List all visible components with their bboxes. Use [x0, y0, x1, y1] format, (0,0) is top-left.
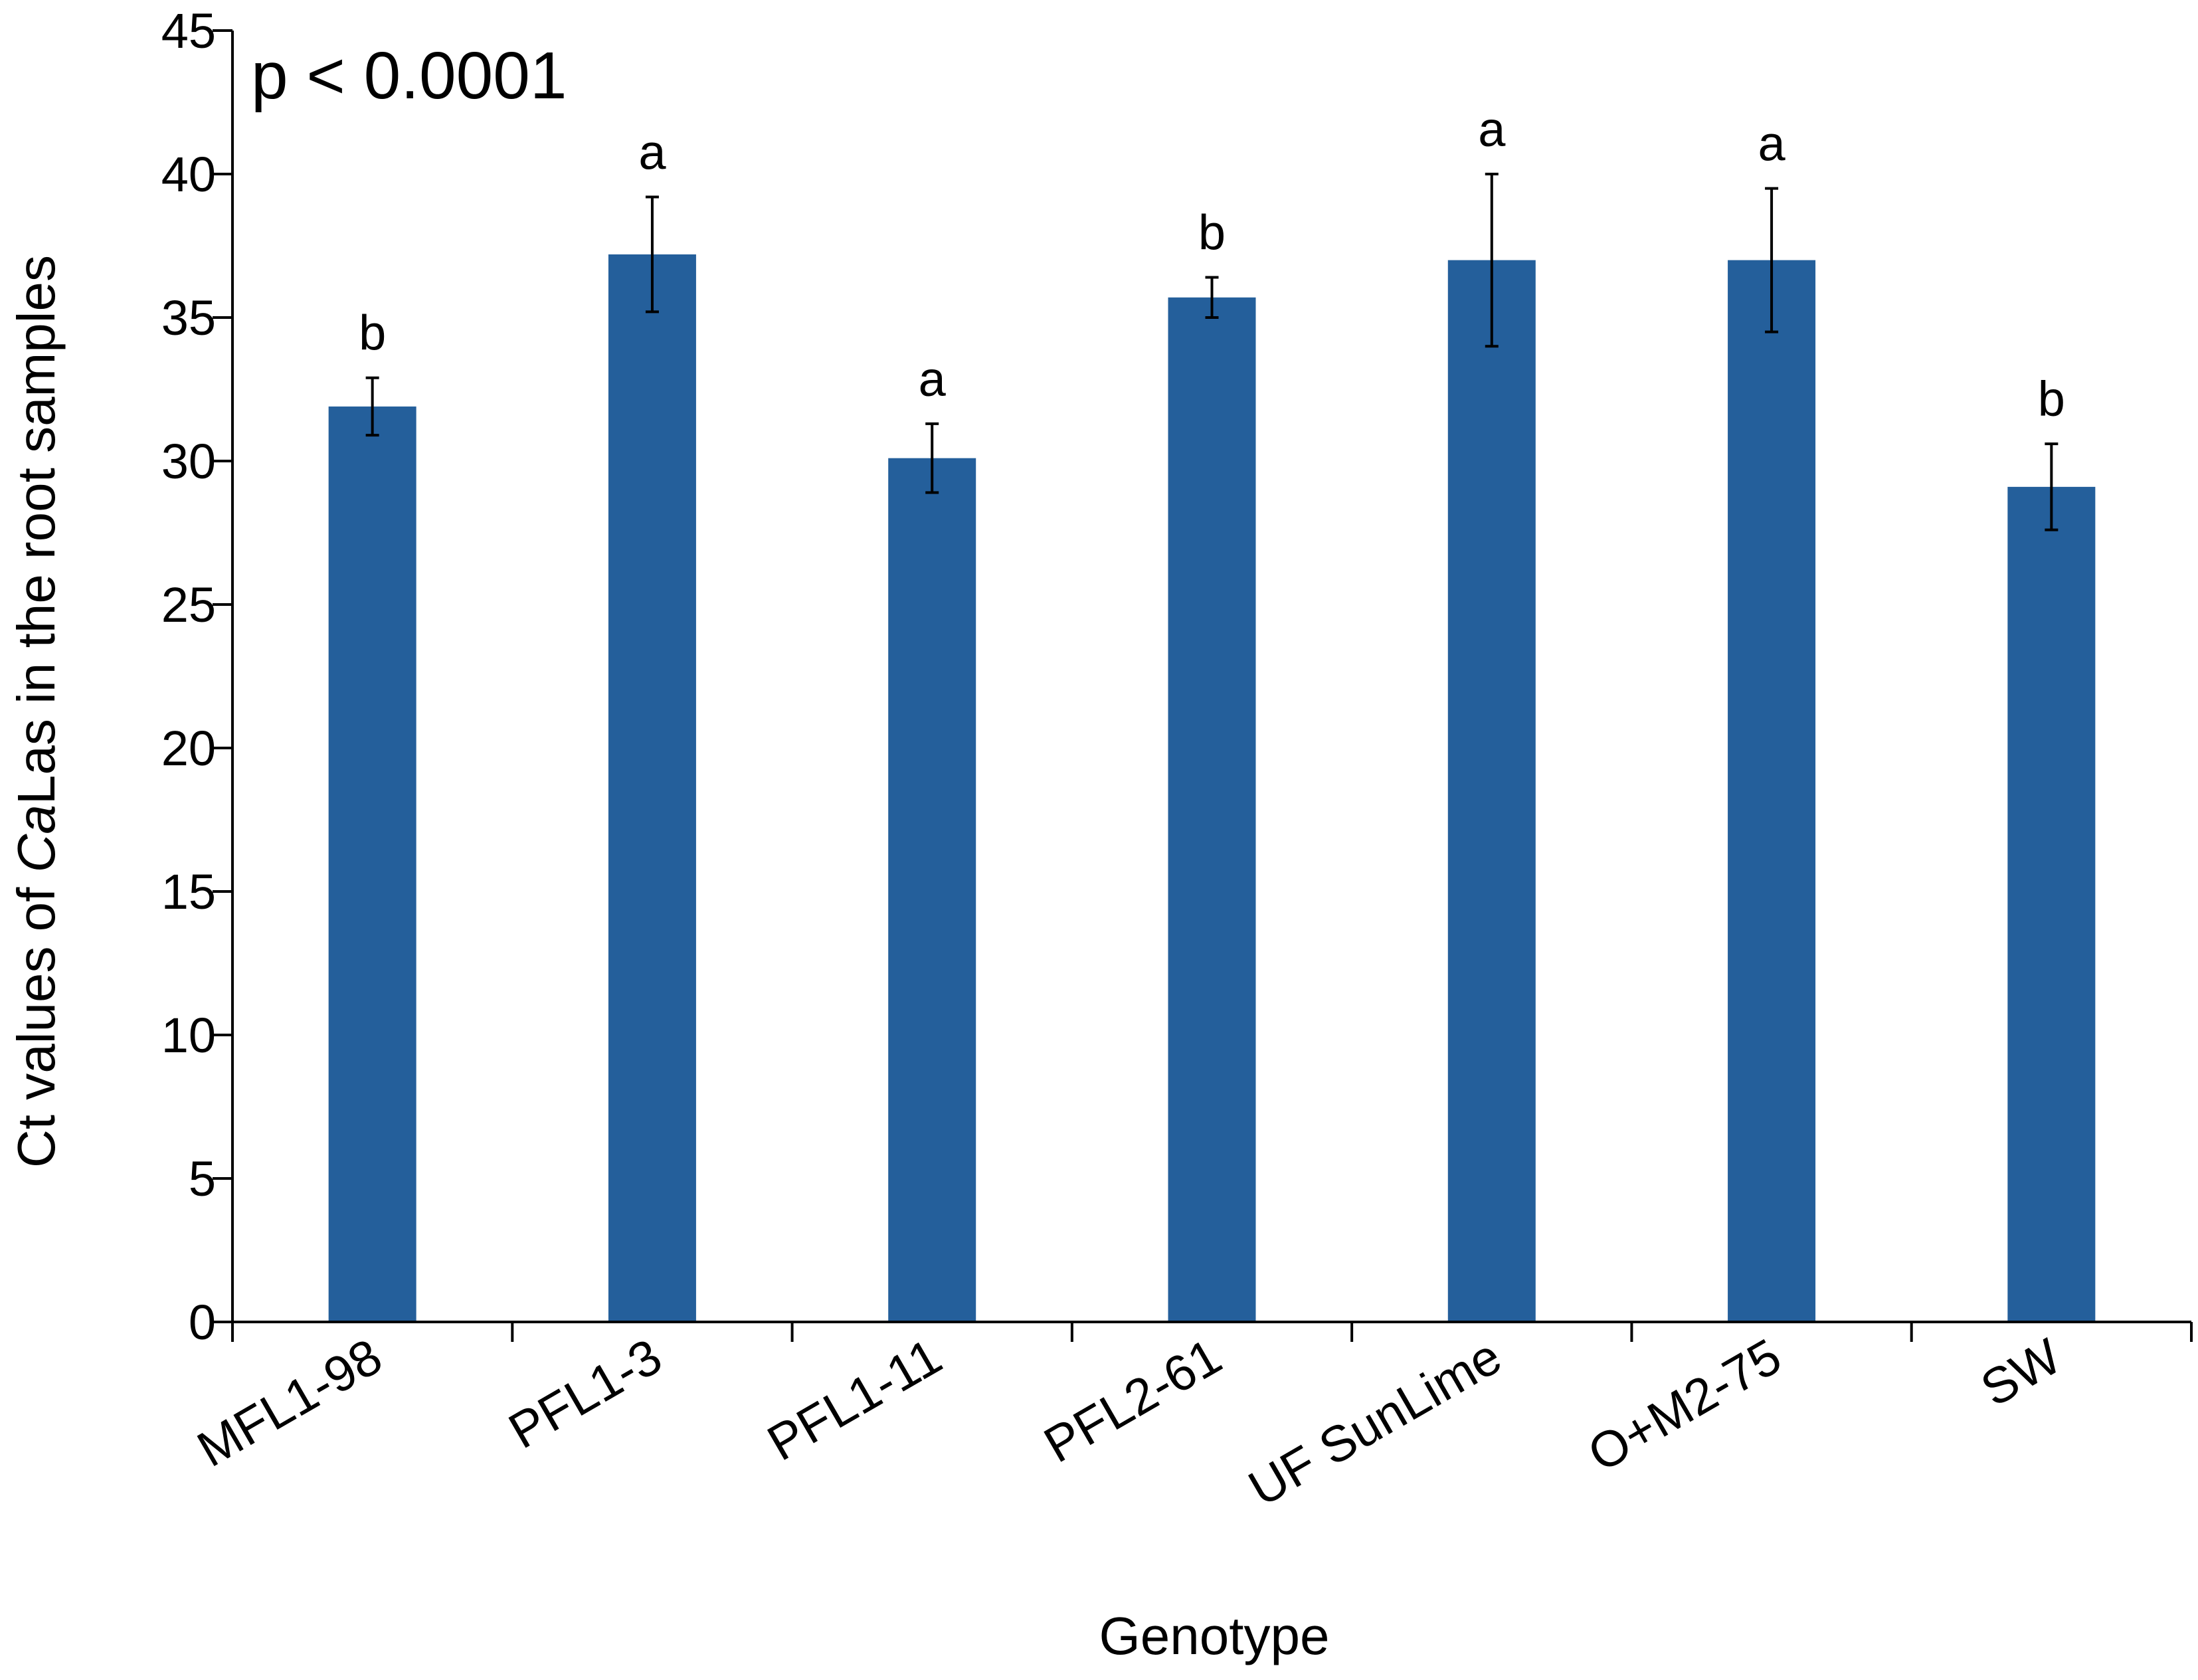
x-tick-label-4: UF SunLime [1239, 1328, 1511, 1517]
significance-label-0: b [359, 306, 386, 361]
y-tick-label-5: 25 [161, 577, 216, 632]
axes [213, 29, 2193, 1342]
y-tick-label-8: 40 [161, 147, 216, 202]
y-tick-label-9: 45 [161, 3, 216, 58]
y-axis-title: Ct values of CaLas in the root samples [7, 255, 66, 1168]
error-bars [365, 173, 2059, 531]
x-tick-label-0: MFL1-98 [188, 1328, 391, 1478]
significance-label-6: b [2038, 371, 2065, 426]
x-axis-title: Genotype [1099, 1606, 1330, 1665]
y-tick-label-7: 35 [161, 290, 216, 345]
x-tick-label-1: PFL1-3 [500, 1328, 671, 1459]
significance-label-4: a [1478, 102, 1506, 157]
significance-label-3: b [1198, 205, 1226, 260]
bar-0 [328, 406, 416, 1323]
significance-label-5: a [1758, 116, 1786, 171]
bars [328, 254, 2096, 1323]
y-axis-title-italic: Ca [7, 804, 66, 872]
y-tick-label-1: 5 [189, 1151, 216, 1206]
bar-2 [888, 458, 976, 1323]
x-tick-label-2: PFL1-11 [759, 1328, 951, 1472]
x-tick-label-6: SW [1971, 1328, 2070, 1418]
bar-1 [608, 254, 696, 1323]
y-axis-title-prefix: Ct values of [7, 872, 66, 1168]
significance-label-1: a [638, 125, 666, 180]
bar-4 [1447, 260, 1536, 1323]
y-tick-label-0: 0 [189, 1295, 216, 1350]
y-tick-label-3: 15 [161, 864, 216, 919]
y-tick-label-6: 30 [161, 434, 216, 489]
p-value-annotation: p < 0.0001 [251, 39, 567, 113]
x-tick-label-3: PFL2-61 [1035, 1328, 1231, 1473]
bar-5 [1728, 260, 1816, 1323]
significance-label-2: a [919, 351, 947, 407]
bar-6 [2007, 486, 2096, 1322]
y-tick-label-2: 10 [161, 1008, 216, 1063]
y-tick-label-4: 20 [161, 721, 216, 776]
y-axis-title-suffix: Las in the root samples [7, 255, 66, 804]
x-tick-label-5: O+M2-75 [1579, 1328, 1791, 1483]
bar-3 [1168, 297, 1256, 1322]
